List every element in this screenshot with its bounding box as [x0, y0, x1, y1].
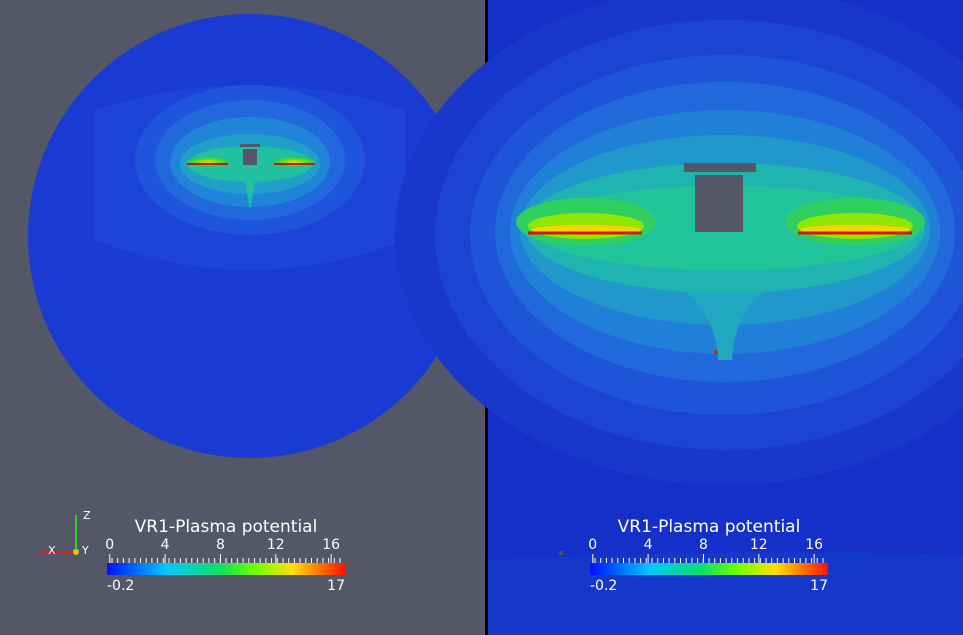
tick-label: 8 [216, 537, 225, 553]
left-view: Z X Y [0, 0, 486, 635]
x-label: X [48, 544, 56, 557]
electrode [695, 175, 743, 232]
colorbar-title: VR1-Plasma potential [135, 517, 318, 537]
tick-label: 4 [644, 537, 653, 553]
orientation-axes [559, 551, 563, 555]
range-min-label: -0.2 [590, 578, 617, 594]
electrode [240, 144, 260, 147]
tick-label: 16 [805, 537, 823, 553]
hotspot [714, 350, 718, 354]
contour [186, 157, 230, 167]
color-bar [590, 563, 828, 575]
contour [640, 270, 810, 360]
color-legend: VR1-Plasma potential 0 4 8 12 16 -0.2 17 [105, 517, 345, 594]
tick-label: 0 [105, 537, 114, 553]
tick-label: 4 [161, 537, 170, 553]
color-bar [107, 563, 345, 575]
right-view [395, 0, 963, 635]
tick-label: 0 [588, 537, 597, 553]
electrode [684, 163, 756, 172]
color-legend: VR1-Plasma potential 0 4 8 12 16 -0.2 17 [588, 517, 828, 594]
colorbar-title: VR1-Plasma potential [618, 517, 801, 537]
tick-label: 16 [322, 537, 340, 553]
y-axis [73, 549, 79, 555]
contour [272, 157, 316, 167]
tick-label: 12 [267, 537, 285, 553]
range-max-label: 17 [327, 578, 345, 594]
y-label: Y [81, 544, 89, 557]
electrode [243, 149, 257, 165]
tick-label: 8 [699, 537, 708, 553]
orientation-axes: Z X Y [40, 509, 91, 557]
z-label: Z [83, 509, 91, 522]
contour [244, 175, 256, 210]
tick-label: 12 [750, 537, 768, 553]
range-min-label: -0.2 [107, 578, 134, 594]
range-max-label: 17 [810, 578, 828, 594]
